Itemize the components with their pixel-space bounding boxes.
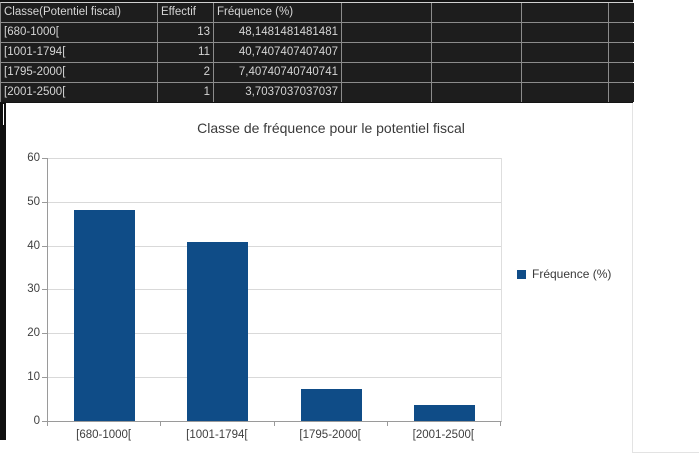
table-cell[interactable]: 3,7037037037037 bbox=[214, 83, 341, 102]
table-header-cell[interactable] bbox=[609, 3, 634, 22]
x-axis-category-label: [1795-2000[ bbox=[299, 429, 361, 441]
table-cell[interactable] bbox=[342, 43, 431, 62]
table-header-cell[interactable] bbox=[432, 3, 521, 22]
y-axis-tick-mark bbox=[42, 377, 47, 378]
table-cell[interactable]: [2001-2500[ bbox=[1, 83, 157, 102]
x-axis-category-label: [680-1000[ bbox=[76, 429, 132, 441]
table-cell[interactable] bbox=[522, 63, 608, 82]
y-axis-tick-label: 0 bbox=[33, 415, 40, 427]
left-strip-notch bbox=[3, 104, 4, 125]
table-cell[interactable]: 2 bbox=[158, 63, 213, 82]
sheet-gridline bbox=[632, 452, 699, 453]
x-axis-tick-mark bbox=[387, 422, 388, 426]
x-axis-tick-mark bbox=[160, 422, 161, 426]
table-header-cell[interactable]: Fréquence (%) bbox=[214, 3, 341, 22]
table-cell[interactable]: 13 bbox=[158, 23, 213, 42]
y-axis-tick-mark bbox=[42, 158, 47, 159]
y-axis-tick-label: 10 bbox=[27, 371, 40, 383]
table-cell[interactable] bbox=[432, 43, 521, 62]
table-cell[interactable] bbox=[432, 63, 521, 82]
legend-swatch-icon bbox=[517, 269, 526, 279]
y-axis-tick-label: 20 bbox=[27, 327, 40, 339]
table-cell[interactable] bbox=[522, 23, 608, 42]
y-axis-tick-mark bbox=[42, 289, 47, 290]
gridline bbox=[48, 246, 501, 247]
gridline bbox=[48, 333, 501, 334]
x-axis-category-label: [1001-1794[ bbox=[186, 429, 248, 441]
y-axis-tick-mark bbox=[42, 421, 47, 422]
left-selection-strip bbox=[0, 103, 6, 440]
bar[interactable] bbox=[187, 242, 248, 421]
y-axis-tick-label: 50 bbox=[27, 196, 40, 208]
bar[interactable] bbox=[414, 405, 475, 421]
legend-label: Fréquence (%) bbox=[532, 267, 612, 281]
table-cell[interactable]: [1001-1794[ bbox=[1, 43, 157, 62]
data-table-grid: Classe(Potentiel fiscal) Effectif Fréquenc… bbox=[0, 2, 634, 102]
bar[interactable] bbox=[301, 389, 362, 421]
y-axis-tick-label: 30 bbox=[27, 283, 40, 295]
table-cell[interactable] bbox=[609, 23, 634, 42]
table-header-cell[interactable]: Classe(Potentiel fiscal) bbox=[1, 3, 157, 22]
table-cell[interactable] bbox=[342, 63, 431, 82]
plot-area bbox=[47, 158, 502, 422]
table-cell[interactable]: 40,7407407407407 bbox=[214, 43, 341, 62]
y-axis-tick-mark bbox=[42, 202, 47, 203]
y-axis-tick-mark bbox=[42, 246, 47, 247]
table-cell[interactable]: 11 bbox=[158, 43, 213, 62]
table-cell[interactable] bbox=[342, 83, 431, 102]
y-axis-tick-label: 40 bbox=[27, 240, 40, 252]
y-axis-tick-label: 60 bbox=[27, 152, 40, 164]
gridline bbox=[48, 202, 501, 203]
gridline bbox=[48, 158, 501, 159]
bar[interactable] bbox=[74, 210, 135, 421]
table-cell[interactable] bbox=[432, 83, 521, 102]
legend[interactable]: Fréquence (%) bbox=[517, 267, 611, 281]
table-header-cell[interactable] bbox=[342, 3, 431, 22]
table-cell[interactable]: 1 bbox=[158, 83, 213, 102]
table-cell[interactable] bbox=[342, 23, 431, 42]
chart[interactable]: Classe de fréquence pour le potentiel fi… bbox=[6, 103, 633, 452]
table-cell[interactable] bbox=[609, 63, 634, 82]
data-table: Classe(Potentiel fiscal) Effectif Fréquenc… bbox=[0, 0, 634, 103]
table-cell[interactable]: [680-1000[ bbox=[1, 23, 157, 42]
chart-title: Classe de fréquence pour le potentiel fi… bbox=[197, 120, 465, 136]
table-cell[interactable] bbox=[522, 83, 608, 102]
gridline bbox=[48, 377, 501, 378]
table-cell[interactable]: [1795-2000[ bbox=[1, 63, 157, 82]
table-cell[interactable] bbox=[609, 83, 634, 102]
gridline bbox=[48, 289, 501, 290]
table-cell[interactable] bbox=[522, 43, 608, 62]
x-axis-category-label: [2001-2500[ bbox=[412, 429, 475, 441]
y-axis-tick-mark bbox=[42, 333, 47, 334]
x-axis-tick-mark bbox=[500, 422, 501, 426]
x-axis-tick-mark bbox=[274, 422, 275, 426]
table-cell[interactable]: 48,1481481481481 bbox=[214, 23, 341, 42]
table-header-cell[interactable]: Effectif bbox=[158, 3, 213, 22]
table-cell[interactable]: 7,40740740740741 bbox=[214, 63, 341, 82]
table-cell[interactable] bbox=[609, 43, 634, 62]
table-header-cell[interactable] bbox=[522, 3, 608, 22]
table-cell[interactable] bbox=[432, 23, 521, 42]
x-axis-tick-mark bbox=[47, 422, 48, 426]
